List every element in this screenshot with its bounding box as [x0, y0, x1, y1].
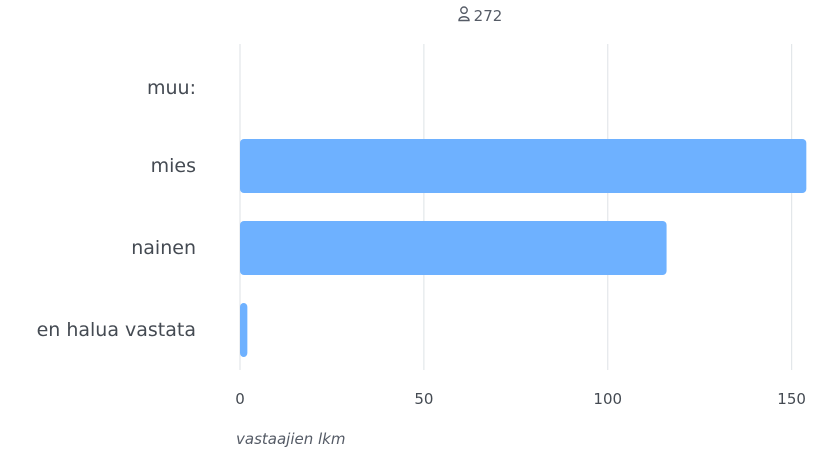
category-label-2: nainen [131, 237, 196, 259]
category-label-0: muu: [147, 77, 196, 99]
x-tick-label-50: 50 [414, 390, 433, 408]
x-tick-label-100: 100 [593, 390, 622, 408]
x-tick-label-0: 0 [235, 390, 245, 408]
bar-2[interactable] [240, 221, 667, 275]
bar-3[interactable] [240, 303, 248, 357]
respondent-count: 272 [0, 6, 828, 27]
category-label-3: en halua vastata [37, 319, 196, 341]
category-label-1: mies [151, 155, 196, 177]
respondent-count-value: 272 [473, 7, 503, 25]
person-icon [457, 6, 470, 27]
bar-1[interactable] [240, 139, 807, 193]
x-tick-label-150: 150 [777, 390, 806, 408]
x-axis-label: vastaajien lkm [236, 430, 346, 448]
